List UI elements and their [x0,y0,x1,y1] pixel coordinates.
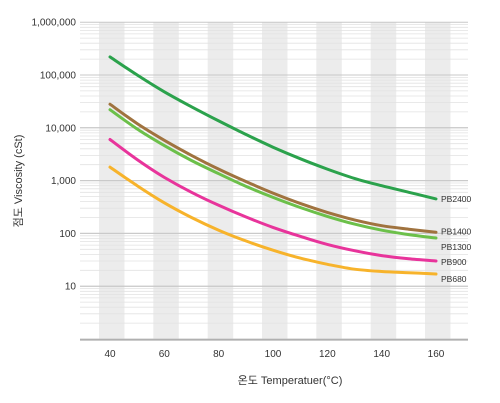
x-tick-labels: 40 60 80 100 120 140 160 [104,349,444,360]
series-label-pb1400: PB1400 [441,226,472,236]
x-axis-label: 온도 Temperatuer(°C) [238,374,343,387]
y-tick-labels: 10 100 1,000 10,000 100,000 1,000,000 [32,18,77,293]
x-tick-label: 120 [319,349,336,360]
series-line-pb680 [108,165,438,276]
x-tick-label: 160 [428,349,445,360]
x-tick-label: 80 [213,349,225,360]
y-tick-label: 1,000 [51,176,76,187]
x-tick-label: 60 [159,349,171,360]
series-line-pb900 [108,138,438,263]
x-tick-label: 40 [104,349,116,360]
series-lines [108,55,438,276]
y-tick-label: 100,000 [40,71,77,82]
y-tick-label: 10,000 [45,123,76,134]
series-line-pb1300 [108,108,438,240]
y-tick-label: 1,000,000 [32,18,77,29]
series-line-pb2400 [108,55,438,201]
y-tick-label: 10 [65,282,77,293]
series-label-pb680: PB680 [441,274,467,284]
series-line-pb1400 [108,102,438,234]
series-label-pb2400: PB2400 [441,194,472,204]
series-labels: PB2400 PB1400 PB1300 PB900 PB680 [441,194,472,284]
y-axis-label: 점도 Viscosity (cSt) [12,135,25,228]
y-tick-label: 100 [59,229,76,240]
x-tick-label: 140 [373,349,390,360]
series-label-pb900: PB900 [441,257,467,267]
x-tick-label: 100 [265,349,282,360]
series-label-pb1300: PB1300 [441,242,472,252]
